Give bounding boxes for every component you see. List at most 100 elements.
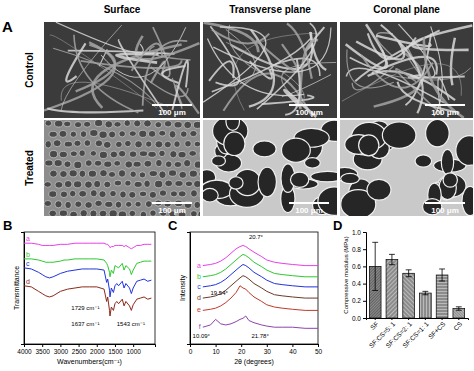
fiber bbox=[409, 75, 465, 78]
pore bbox=[105, 121, 113, 128]
pore bbox=[53, 140, 61, 147]
fiber bbox=[119, 40, 165, 113]
plot-frame bbox=[24, 232, 155, 344]
fiber bbox=[61, 25, 122, 110]
error-cap bbox=[422, 294, 428, 295]
scale-bar-label: 100 μm bbox=[431, 108, 459, 117]
tick-label: 0.0 bbox=[352, 315, 361, 322]
tick: SF+CS bbox=[427, 318, 447, 340]
scale-bar bbox=[289, 104, 329, 106]
series-label: b bbox=[197, 273, 201, 280]
pore bbox=[108, 171, 115, 177]
pore bbox=[185, 140, 192, 147]
pore bbox=[45, 160, 53, 166]
pore bbox=[224, 132, 245, 156]
pore bbox=[99, 151, 107, 158]
tick-mark bbox=[363, 232, 366, 233]
fiber bbox=[44, 42, 115, 110]
pore bbox=[94, 160, 102, 166]
tick-mark bbox=[133, 344, 134, 347]
pore bbox=[129, 151, 137, 158]
y-axis-title: Compressive modulus (MPa) bbox=[343, 236, 349, 313]
series-label: b bbox=[26, 251, 30, 258]
bar bbox=[436, 275, 448, 318]
fiber bbox=[132, 43, 163, 70]
pore bbox=[84, 140, 91, 147]
error-cap bbox=[372, 290, 378, 291]
scale-bar-label: 100 μm bbox=[295, 206, 323, 215]
tick-label: SF:CS=1: 1 bbox=[401, 320, 430, 349]
pore bbox=[155, 141, 163, 148]
fiber bbox=[50, 35, 157, 108]
pore bbox=[75, 201, 82, 207]
fiber bbox=[300, 40, 318, 109]
series-line bbox=[24, 243, 151, 249]
pore bbox=[193, 121, 200, 128]
scale-bar bbox=[289, 202, 329, 204]
fiber bbox=[361, 55, 432, 88]
fiber bbox=[431, 26, 443, 116]
plot-frame bbox=[190, 232, 318, 344]
pore bbox=[129, 191, 136, 198]
pore bbox=[144, 160, 152, 167]
pore bbox=[165, 180, 173, 187]
pore bbox=[94, 180, 101, 187]
tick-mark bbox=[318, 344, 319, 347]
tick-mark bbox=[363, 249, 366, 250]
pore bbox=[105, 201, 113, 207]
pore bbox=[74, 161, 82, 169]
pore bbox=[155, 180, 163, 188]
pore bbox=[191, 190, 198, 197]
pore bbox=[49, 131, 57, 137]
error-cap bbox=[456, 310, 462, 311]
pore bbox=[200, 130, 201, 136]
pore bbox=[119, 131, 126, 137]
pore bbox=[139, 172, 146, 178]
row-header: Control bbox=[24, 52, 35, 88]
scale-bar bbox=[425, 202, 465, 204]
pore bbox=[359, 135, 379, 156]
series-label: d bbox=[26, 278, 30, 285]
tick-mark bbox=[42, 344, 43, 347]
pore bbox=[124, 120, 131, 126]
tick-label: 3000 bbox=[54, 348, 69, 355]
pore bbox=[74, 122, 81, 128]
error-cap bbox=[406, 269, 412, 270]
tick: 20 bbox=[238, 344, 246, 355]
pore bbox=[194, 161, 200, 168]
pore bbox=[55, 201, 62, 208]
annotation: 19.54° bbox=[210, 290, 228, 296]
tick-label: 0 bbox=[189, 348, 193, 355]
pore bbox=[90, 130, 98, 137]
pore bbox=[125, 161, 133, 168]
pore bbox=[189, 151, 197, 157]
pore bbox=[199, 151, 200, 158]
series-label: f bbox=[199, 323, 201, 330]
tick: 3500 bbox=[35, 344, 50, 355]
pore bbox=[304, 158, 320, 169]
fiber bbox=[311, 32, 326, 70]
pore bbox=[59, 130, 67, 137]
pore bbox=[441, 149, 453, 174]
pore bbox=[189, 170, 197, 177]
tick: SF bbox=[369, 318, 380, 331]
series-line bbox=[203, 254, 318, 276]
pore bbox=[45, 120, 52, 126]
y-axis bbox=[21, 233, 25, 345]
annotation: 1729 cm⁻¹ bbox=[71, 305, 99, 311]
annotation: 20.7° bbox=[249, 234, 264, 240]
tick-mark bbox=[79, 344, 80, 347]
pore bbox=[79, 170, 86, 177]
scale-bar-label: 100 μm bbox=[158, 206, 186, 215]
annotation: 1543 cm⁻¹ bbox=[117, 321, 145, 327]
tick: 40 bbox=[289, 344, 297, 355]
tick-label: 40 bbox=[289, 348, 297, 355]
error-cap bbox=[389, 254, 395, 255]
tick: 1.0 bbox=[352, 229, 366, 236]
pore bbox=[139, 130, 147, 137]
pore bbox=[69, 170, 77, 177]
pore bbox=[290, 172, 308, 187]
pore bbox=[135, 201, 141, 207]
pore bbox=[64, 141, 72, 147]
pore bbox=[190, 130, 197, 136]
